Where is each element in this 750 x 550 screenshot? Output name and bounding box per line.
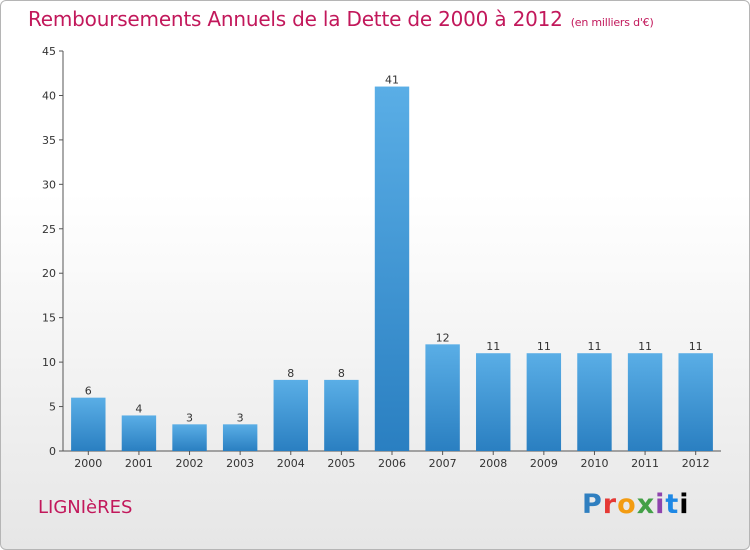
chart-title: Remboursements Annuels de la Dette de 20…	[28, 7, 654, 31]
logo-letter: i	[679, 489, 690, 520]
bar	[526, 353, 562, 451]
bar-value-label: 11	[638, 340, 652, 353]
x-tick-label: 2010	[580, 457, 608, 470]
y-tick-label: 40	[42, 89, 56, 102]
bar	[678, 353, 713, 451]
y-tick-label: 30	[42, 178, 56, 191]
bar	[627, 353, 663, 451]
y-tick-label: 0	[49, 445, 56, 458]
logo-letter: r	[602, 489, 618, 520]
bar	[222, 424, 258, 451]
bar-value-label: 8	[338, 367, 345, 380]
bar-value-label: 12	[436, 331, 450, 344]
commune-name: LIGNIèRES	[38, 497, 133, 518]
y-tick-label: 5	[49, 401, 56, 414]
proxiti-logo: Proxiti	[582, 489, 690, 520]
y-tick-label: 25	[42, 223, 56, 236]
y-tick-label: 35	[42, 134, 56, 147]
x-tick-label: 2003	[226, 457, 254, 470]
bar	[577, 353, 612, 451]
logo-letter: t	[665, 489, 680, 520]
x-tick-label: 2001	[125, 457, 153, 470]
x-tick-label: 2005	[327, 457, 355, 470]
bar-value-label: 41	[385, 74, 399, 87]
logo-letter: o	[617, 489, 637, 520]
x-tick-label: 2012	[682, 457, 710, 470]
bar	[374, 86, 410, 452]
bar-value-label: 4	[135, 402, 142, 415]
bar	[476, 353, 511, 451]
bar-value-label: 11	[486, 340, 500, 353]
bar	[425, 344, 460, 451]
y-tick-label: 20	[42, 267, 56, 280]
x-tick-label: 2006	[378, 457, 406, 470]
x-tick-label: 2008	[479, 457, 507, 470]
bar	[273, 379, 308, 451]
bar	[121, 415, 157, 451]
bar	[172, 424, 207, 451]
bar-value-label: 8	[287, 367, 294, 380]
x-tick-label: 2004	[277, 457, 305, 470]
bar	[71, 397, 106, 451]
chart-title-text: Remboursements Annuels de la Dette de 20…	[28, 7, 563, 31]
bar	[324, 379, 359, 451]
x-tick-label: 2000	[74, 457, 102, 470]
bar-value-label: 11	[537, 340, 551, 353]
bar-value-label: 11	[689, 340, 703, 353]
x-tick-label: 2009	[530, 457, 558, 470]
logo-letter: i	[655, 489, 666, 520]
chart-subtitle: (en milliers d'€)	[570, 16, 654, 29]
bar-value-label: 6	[85, 385, 92, 398]
bar-value-label: 11	[587, 340, 601, 353]
x-tick-label: 2007	[429, 457, 457, 470]
y-tick-label: 15	[42, 312, 56, 325]
x-tick-label: 2002	[176, 457, 204, 470]
y-tick-label: 45	[42, 45, 56, 58]
x-tick-label: 2011	[631, 457, 659, 470]
logo-letter: x	[636, 489, 656, 520]
logo-letter: P	[582, 489, 603, 520]
bar-value-label: 3	[186, 411, 193, 424]
y-tick-label: 10	[42, 356, 56, 369]
bar-value-label: 3	[237, 411, 244, 424]
